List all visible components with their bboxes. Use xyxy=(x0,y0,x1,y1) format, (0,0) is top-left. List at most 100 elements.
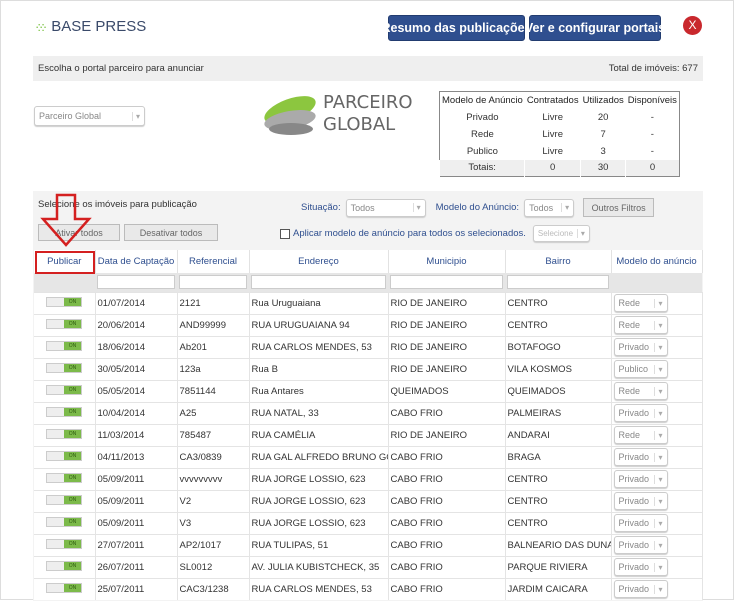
city-cell: CABO FRIO xyxy=(388,511,506,534)
ad-model-select[interactable]: Privado ▾ xyxy=(613,492,668,510)
summary-cell: - xyxy=(650,111,654,123)
ad-model-select[interactable]: Privado ▾ xyxy=(613,536,668,554)
summary-cell: 7 xyxy=(600,128,606,140)
logo-dots-icon: ·:·:· xyxy=(35,19,47,34)
app-logo: ·:·:· BASE PRESS xyxy=(35,18,146,35)
date-cell: 01/07/2014 xyxy=(95,291,178,314)
modelo-select[interactable]: Todos ▾ xyxy=(524,198,575,217)
toggle-on-label: ON xyxy=(64,342,81,350)
toggle-on-label: ON xyxy=(64,452,81,460)
publish-toggle[interactable]: ON xyxy=(46,385,82,395)
column-header[interactable]: Referencial xyxy=(177,250,250,273)
publish-toggle[interactable]: ON xyxy=(46,517,82,527)
publish-toggle[interactable]: ON xyxy=(46,319,82,329)
summary-cell: Publico xyxy=(466,145,498,157)
publish-toggle[interactable]: ON xyxy=(46,561,82,571)
ad-model-select[interactable]: Privado ▾ xyxy=(613,558,668,576)
ad-model-select[interactable]: Rede ▾ xyxy=(613,316,668,334)
ad-model-select[interactable]: Rede ▾ xyxy=(613,294,668,312)
chevron-down-icon: ▾ xyxy=(654,430,663,440)
chevron-down-icon: ▾ xyxy=(654,562,663,572)
ref-cell: 7851144 xyxy=(177,379,250,402)
publish-toggle[interactable]: ON xyxy=(46,495,82,505)
date-cell: 05/09/2011 xyxy=(95,489,178,512)
city-filter-input[interactable] xyxy=(390,275,503,289)
chevron-down-icon: ▾ xyxy=(654,540,663,550)
total-properties: Total de imóveis: 677 xyxy=(608,63,698,74)
publish-toggle[interactable]: ON xyxy=(46,341,82,351)
toggle-on-label: ON xyxy=(64,562,81,570)
sum-header: Modelo de Anúncio xyxy=(442,94,523,106)
summary-cell: Livre xyxy=(542,111,563,123)
ad-model-select[interactable]: Rede ▾ xyxy=(613,426,668,444)
district-cell: CENTRO xyxy=(505,291,612,314)
ad-model-select[interactable]: Publico ▾ xyxy=(613,360,668,378)
publish-toggle[interactable]: ON xyxy=(46,583,82,594)
publish-toggle[interactable]: ON xyxy=(46,451,82,461)
ad-model-select[interactable]: Privado ▾ xyxy=(613,580,668,599)
publish-toggle[interactable]: ON xyxy=(46,363,82,373)
table-row: ON 05/09/2011 vvvvvvvvv RUA JORGE LOSSIO, 6… xyxy=(34,467,703,490)
situacao-label: Situação: xyxy=(301,202,341,213)
situacao-select[interactable]: Todos ▾ xyxy=(345,198,426,217)
toggle-on-label: ON xyxy=(64,386,81,394)
ad-model-select[interactable]: Privado ▾ xyxy=(613,404,668,422)
district-cell: CENTRO xyxy=(505,313,612,336)
configure-portals-button[interactable]: Ver e configurar portais xyxy=(525,15,665,41)
column-header[interactable]: Bairro xyxy=(505,250,612,273)
sum-header: Utilizados xyxy=(582,94,624,106)
publicar-highlight-box xyxy=(35,251,95,274)
date-filter-input[interactable] xyxy=(97,275,175,289)
summary-button[interactable]: Resumo das publicações xyxy=(381,15,532,41)
chevron-down-icon: ▾ xyxy=(654,452,663,462)
toggle-on-label: ON xyxy=(64,496,81,504)
date-cell: 04/11/2013 xyxy=(95,445,178,468)
portal-select[interactable]: Parceiro Global ▾ xyxy=(34,106,145,126)
ad-model-value: Privado xyxy=(618,584,650,595)
publish-toggle[interactable]: ON xyxy=(46,407,82,417)
ad-model-select[interactable]: Privado ▾ xyxy=(613,514,668,532)
date-cell: 20/06/2014 xyxy=(95,313,178,336)
ad-model-select[interactable]: Rede ▾ xyxy=(613,382,668,400)
district-cell: CENTRO xyxy=(505,467,612,490)
date-cell: 18/06/2014 xyxy=(95,335,178,358)
city-cell: CABO FRIO xyxy=(388,577,506,600)
address-cell: RUA JORGE LOSSIO, 623 xyxy=(249,511,389,534)
apply-all-checkbox[interactable] xyxy=(280,228,290,239)
publish-toggle[interactable]: ON xyxy=(46,429,82,439)
column-header[interactable]: Endereço xyxy=(249,250,389,273)
toggle-on-label: ON xyxy=(64,584,81,593)
ref-cell: 2121 xyxy=(177,291,250,314)
other-filters-button[interactable]: Outros Filtros xyxy=(583,198,655,217)
summary-cell: Privado xyxy=(466,111,499,123)
ad-model-select[interactable]: Privado ▾ xyxy=(613,338,668,356)
filter-row-top: Situação: Todos ▾ Modelo do Anúncio: Todo… xyxy=(301,198,655,217)
publish-toggle[interactable]: ON xyxy=(46,297,82,307)
chevron-down-icon: ▾ xyxy=(654,298,663,308)
deactivate-all-button[interactable]: Desativar todos xyxy=(124,224,218,241)
ref-cell: 785487 xyxy=(177,423,250,446)
summary-row: Privado Livre 20 - xyxy=(440,109,680,126)
ref-filter-input[interactable] xyxy=(179,275,247,289)
district-filter-input[interactable] xyxy=(507,275,609,289)
address-cell: RUA NATAL, 33 xyxy=(249,401,389,424)
filter-row xyxy=(34,273,702,292)
address-cell: RUA JORGE LOSSIO, 623 xyxy=(249,489,389,512)
publish-toggle[interactable]: ON xyxy=(46,473,82,483)
ad-model-select[interactable]: Privado ▾ xyxy=(613,470,668,488)
ref-cell: CAC3/1238 xyxy=(177,577,250,600)
ad-model-select[interactable]: Privado ▾ xyxy=(613,448,668,466)
address-filter-input[interactable] xyxy=(251,275,386,289)
publish-toggle[interactable]: ON xyxy=(46,539,82,549)
toggle-on-label: ON xyxy=(64,408,81,416)
chevron-down-icon: ▾ xyxy=(654,496,663,506)
column-header[interactable]: Modelo do anúncio xyxy=(611,250,703,273)
table-row: ON 27/07/2011 AP2/1017 RUA TULIPAS, 51 CABO … xyxy=(34,533,703,556)
close-icon[interactable]: X xyxy=(683,16,702,35)
apply-model-select[interactable]: Selecione ▾ xyxy=(532,225,590,242)
column-header[interactable]: Data de Captação xyxy=(95,250,178,273)
portal-select-value: Parceiro Global xyxy=(39,111,102,121)
modelo-value: Todos xyxy=(529,202,554,213)
chevron-down-icon: ▾ xyxy=(654,386,663,396)
column-header[interactable]: Municipio xyxy=(388,250,506,273)
